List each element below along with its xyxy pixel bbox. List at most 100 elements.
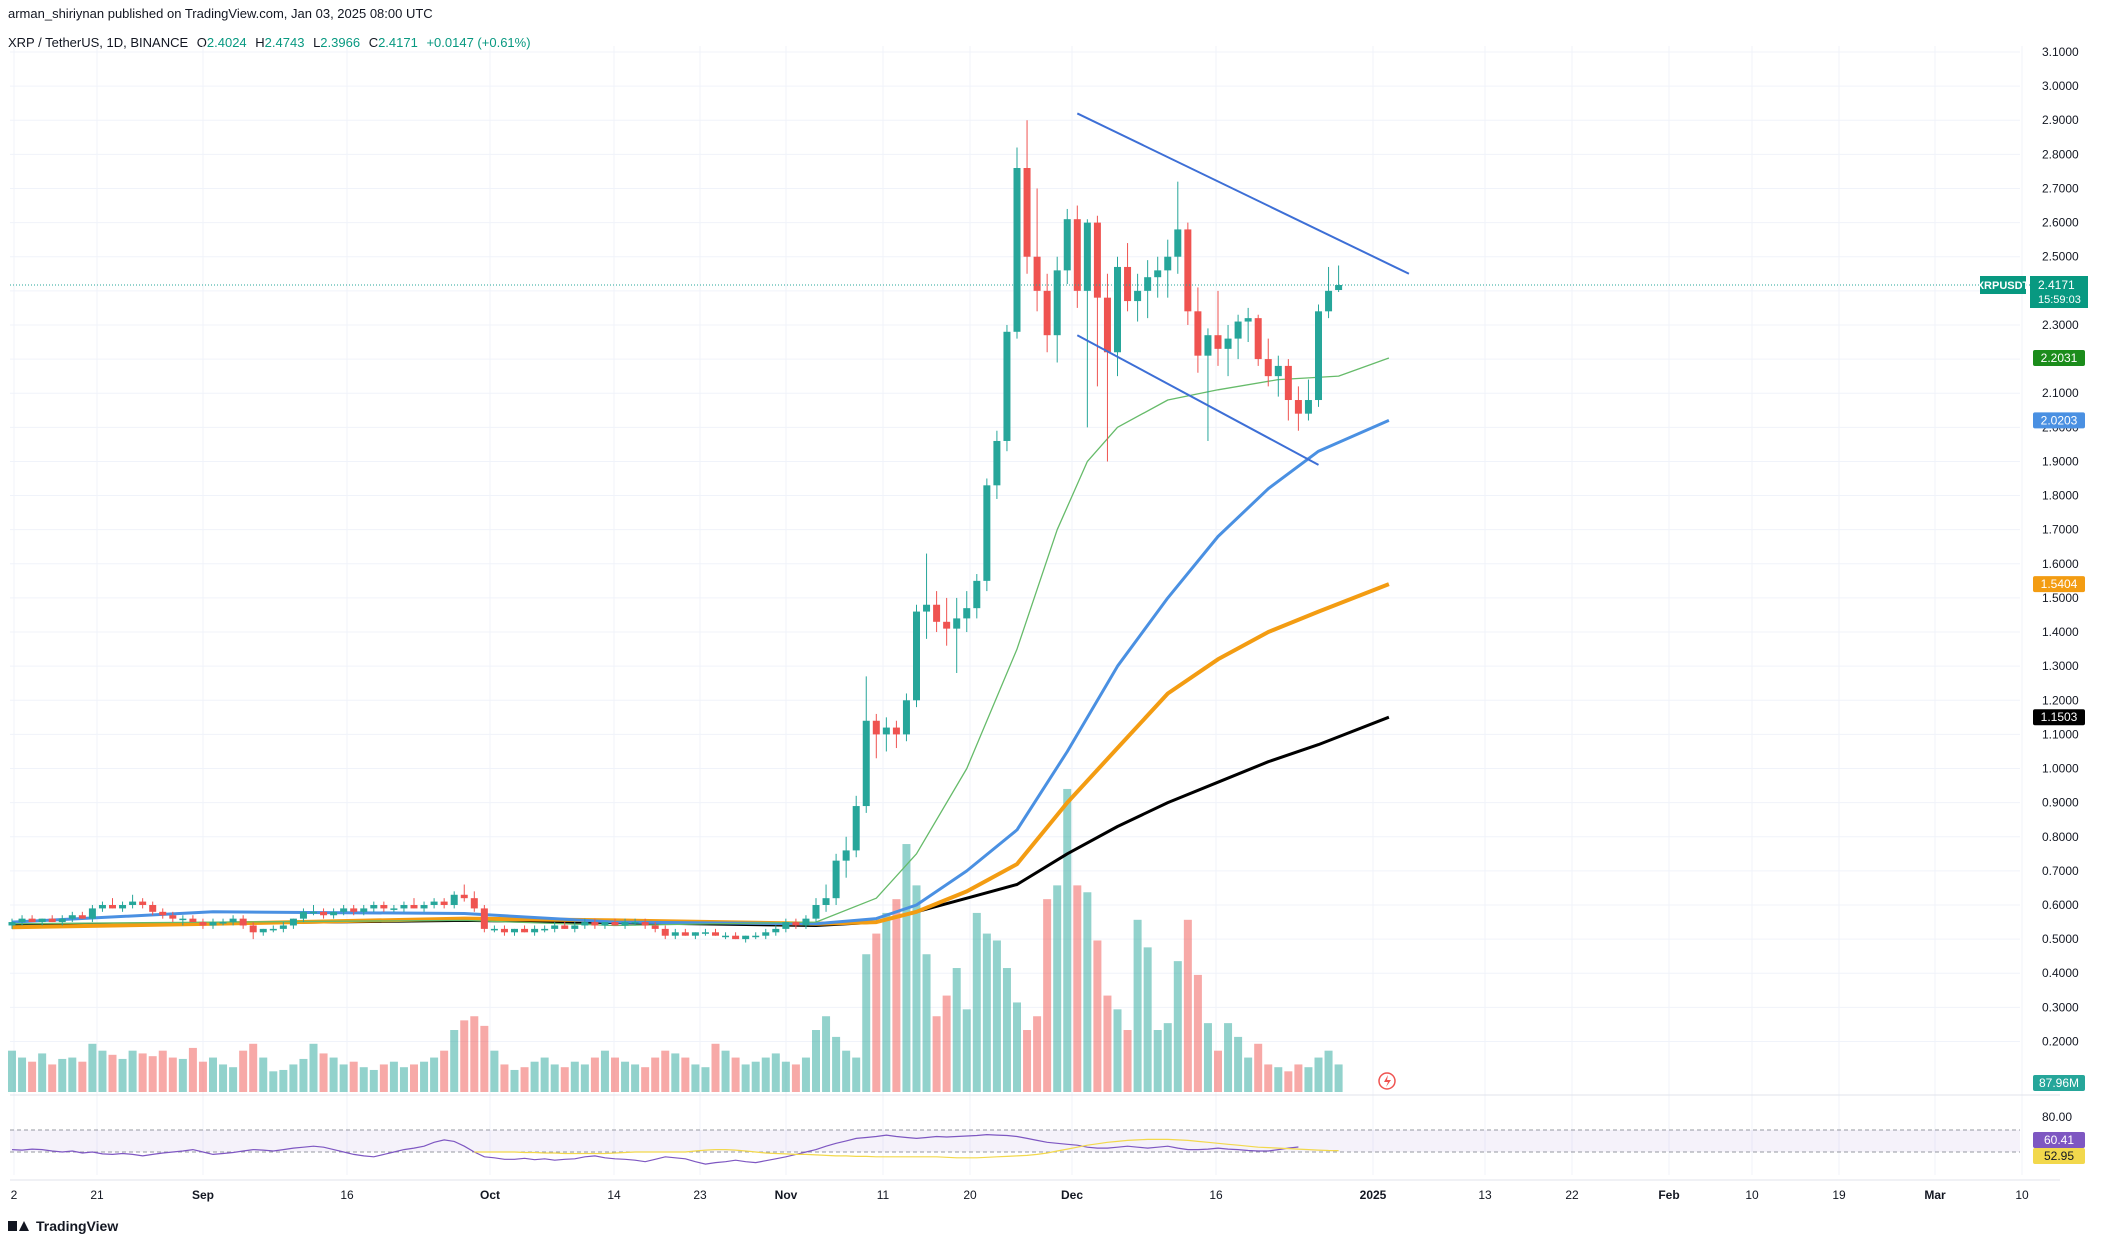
volume-bar (671, 1053, 680, 1092)
candle-body (1274, 365, 1282, 377)
volume-bar (962, 1009, 971, 1092)
time-tick-label: 13 (1478, 1188, 1492, 1202)
time-tick-label: 2025 (1360, 1188, 1387, 1202)
candle-body (521, 928, 529, 933)
time-tick-label: 20 (963, 1188, 977, 1202)
candle-body (470, 898, 478, 909)
volume-bar (490, 1050, 499, 1092)
volume-bar (1103, 995, 1112, 1092)
volume-bar (902, 844, 911, 1092)
ma100-badge (2033, 576, 2085, 593)
volume-bar (862, 954, 871, 1092)
volume-bar (701, 1067, 710, 1092)
close-label: C (368, 35, 379, 50)
price-tick-label: 1.0000 (2042, 762, 2079, 776)
volume-bar (98, 1050, 107, 1092)
price-tick-label: 2.8000 (2042, 147, 2079, 161)
volume-bar (229, 1067, 238, 1092)
volume-bar (1123, 1030, 1132, 1092)
price-tick-label: 2.1000 (2042, 386, 2079, 400)
low-label: L (313, 35, 321, 50)
candle-body (712, 932, 719, 936)
candle-body (310, 911, 317, 914)
volume-bar (781, 1061, 790, 1092)
volume-bar (651, 1057, 660, 1092)
open-value: 2.4024 (206, 35, 247, 50)
price-tick-label: 1.2000 (2042, 693, 2079, 707)
volume-bar (982, 933, 991, 1092)
candle-body (511, 928, 518, 933)
volume-bar (1294, 1064, 1303, 1092)
volume-bar (68, 1057, 77, 1092)
volume-bar (1234, 1036, 1243, 1092)
candle-body (1224, 338, 1232, 349)
candle-body (621, 922, 629, 926)
volume-bar (399, 1067, 408, 1092)
volume-bar (922, 954, 931, 1092)
volume-bar (822, 1016, 831, 1092)
candle-body (109, 905, 116, 909)
candle-body (1315, 311, 1322, 401)
candle-body (541, 928, 549, 931)
candle-body (1254, 318, 1262, 360)
ma100-line (11, 582, 1390, 930)
time-tick-label: Dec (1061, 1188, 1083, 1202)
volume-bar (1334, 1064, 1343, 1092)
volume-bar (1023, 1030, 1032, 1092)
volume-bar (299, 1058, 308, 1092)
price-tick-label: 3.0000 (2042, 79, 2079, 93)
volume-bar (600, 1050, 609, 1092)
volume-bar (470, 1016, 479, 1092)
volume-bar (580, 1064, 589, 1092)
volume-bar (842, 1050, 851, 1092)
candle-body (762, 932, 770, 936)
candle-body (1033, 256, 1041, 291)
tradingview-logo[interactable]: TradingView (8, 1218, 118, 1234)
change-value: +0.0147 (+0.61%) (426, 35, 531, 50)
rsi-ma-badge (2033, 1148, 2085, 1164)
trendline (1076, 112, 1410, 275)
candle-body (58, 918, 66, 923)
candle-body (119, 905, 127, 909)
volume-bar (1093, 940, 1102, 1092)
candle-body (1103, 297, 1111, 353)
time-tick-label: 10 (2015, 1188, 2029, 1202)
candle-body (189, 918, 197, 923)
volume-bar (1113, 1009, 1122, 1092)
candle-body (18, 918, 26, 923)
candle-body (822, 898, 830, 905)
volume-bar (440, 1050, 449, 1092)
volume-bar (178, 1058, 187, 1092)
last-price-badge (2030, 276, 2088, 309)
candle-body (159, 911, 167, 916)
volume-bar (932, 1016, 941, 1092)
price-tick-label: 1.6000 (2042, 557, 2079, 571)
candle-body (199, 922, 207, 926)
volume-bar (1274, 1067, 1283, 1092)
candle-body (601, 922, 609, 926)
volume-bar (751, 1061, 760, 1092)
candle-body (98, 905, 106, 909)
price-tick-label: 2.3000 (2042, 318, 2079, 332)
volume-bar (510, 1069, 519, 1092)
volume-bar (520, 1067, 529, 1092)
volume-bar (1153, 1030, 1162, 1092)
volume-bar (58, 1058, 67, 1092)
symbol-name[interactable]: XRP / TetherUS, 1D, BINANCE (8, 35, 189, 50)
price-tick-label: 1.9000 (2042, 454, 2079, 468)
candle-body (239, 918, 247, 926)
volume-bar (138, 1053, 147, 1092)
candle-body (1325, 290, 1333, 312)
volume-bar (952, 968, 961, 1092)
price-tick-label: 0.5000 (2042, 932, 2079, 946)
volume-bar (18, 1057, 27, 1092)
volume-bar (1133, 919, 1142, 1092)
volume-bar (560, 1067, 569, 1092)
candle-body (641, 922, 649, 926)
candle-body (390, 908, 398, 910)
candle-body (249, 925, 257, 933)
volume-bar (1314, 1057, 1323, 1092)
candle-body (1043, 290, 1051, 336)
volume-bar (882, 912, 891, 1092)
